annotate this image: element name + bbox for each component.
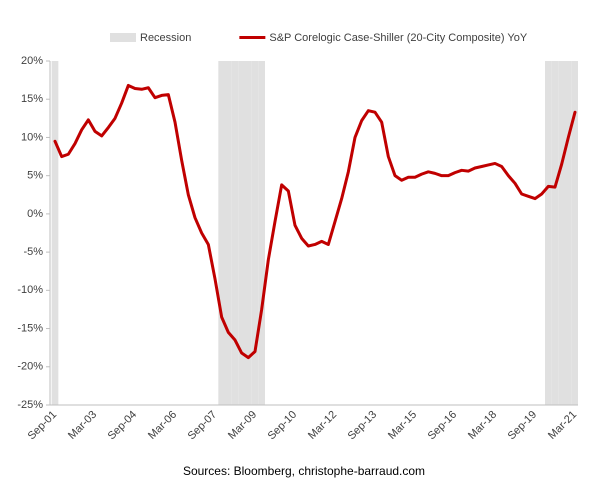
recession-band [245,61,252,405]
y-tick-label: 10% [21,131,43,143]
x-tick-label: Mar-06 [146,409,179,442]
y-tick-label: 20% [21,55,43,67]
x-tick-label: Sep-10 [266,409,300,443]
recession-band [545,61,552,405]
x-tick-label: Sep-04 [106,409,140,443]
x-tick-label: Mar-09 [226,409,259,442]
recession-band [258,61,265,405]
y-tick-label: -15% [17,322,43,334]
source-note: Sources: Bloomberg, christophe-barraud.c… [183,464,425,478]
data-line [53,83,577,360]
y-tick-label: -20% [17,361,43,373]
recession-band [558,61,565,405]
recession-band [238,61,245,405]
recession-band [231,61,239,405]
x-tick-label: Sep-19 [506,409,540,443]
recession-band [565,61,572,405]
x-tick-label: Mar-15 [386,409,419,442]
y-tick-label: -25% [17,399,43,411]
x-tick-label: Mar-12 [306,409,339,442]
y-tick-label: -5% [23,246,43,258]
y-tick-label: 15% [21,93,43,105]
x-tick-label: Sep-13 [346,409,380,443]
legend-label: S&P Corelogic Case-Shiller (20-City Comp… [269,32,527,44]
x-tick-label: Sep-01 [26,409,60,443]
x-tick-label: Sep-16 [426,409,460,443]
x-tick-label: Mar-03 [66,409,99,442]
recession-band [51,61,59,405]
legend-label: Recession [140,32,191,44]
y-tick-label: 5% [27,170,43,182]
recession-band [571,61,578,405]
recession-band [218,61,225,405]
recession-band [225,61,232,405]
legend-swatch [110,33,136,42]
x-tick-label: Mar-18 [466,409,499,442]
recession-band [251,61,259,405]
x-tick-label: Sep-07 [186,409,220,443]
y-tick-label: -10% [17,284,43,296]
recession-band [551,61,559,405]
y-tick-label: 0% [27,208,43,220]
x-tick-label: Mar-21 [546,409,579,442]
